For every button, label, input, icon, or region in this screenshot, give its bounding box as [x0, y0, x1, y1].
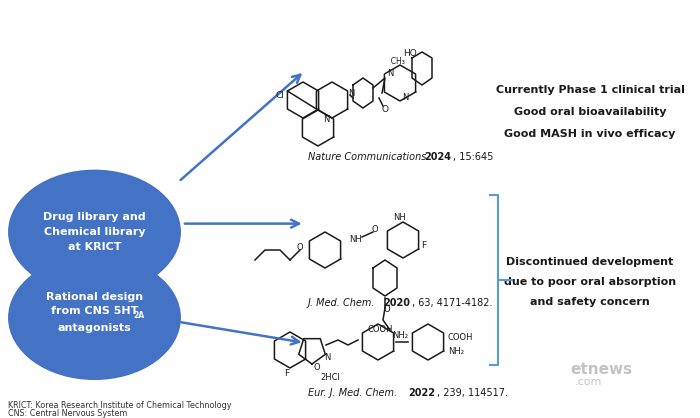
Text: , 15:645: , 15:645 — [453, 152, 494, 162]
Text: NH: NH — [393, 214, 407, 222]
Text: and safety concern: and safety concern — [530, 297, 650, 307]
Text: J. Med. Chem.: J. Med. Chem. — [308, 298, 379, 308]
Text: F: F — [421, 240, 426, 250]
Text: from CNS 5HT: from CNS 5HT — [51, 306, 138, 316]
Text: O: O — [382, 105, 388, 115]
Text: N: N — [348, 89, 354, 97]
Text: CNS: Central Nervous System: CNS: Central Nervous System — [8, 408, 127, 418]
Text: 2HCl: 2HCl — [320, 374, 340, 382]
Text: Drug library and: Drug library and — [43, 212, 146, 222]
Text: NH₂: NH₂ — [448, 347, 464, 357]
Text: Cl: Cl — [275, 91, 284, 99]
Text: COOH: COOH — [448, 332, 473, 342]
Text: at KRICT: at KRICT — [68, 242, 121, 252]
Text: O: O — [372, 225, 378, 234]
Text: 2024: 2024 — [424, 152, 451, 162]
Text: O: O — [314, 364, 321, 372]
Text: antagonists: antagonists — [57, 323, 132, 333]
Text: O: O — [384, 306, 391, 314]
Text: Good MASH in vivo efficacy: Good MASH in vivo efficacy — [504, 129, 676, 139]
Text: 2A: 2A — [133, 311, 144, 320]
Text: , 239, 114517.: , 239, 114517. — [437, 388, 508, 398]
Text: NH: NH — [349, 235, 361, 245]
Text: 2022: 2022 — [408, 388, 435, 398]
Text: Good oral bioavailability: Good oral bioavailability — [514, 107, 666, 117]
Text: due to poor oral absorption: due to poor oral absorption — [504, 277, 676, 287]
Text: COOH: COOH — [368, 326, 393, 334]
Text: N: N — [387, 69, 393, 77]
Text: 2020: 2020 — [383, 298, 410, 308]
Text: Rational design: Rational design — [46, 292, 143, 302]
Text: Currently Phase 1 clinical trial: Currently Phase 1 clinical trial — [496, 85, 685, 95]
Text: Chemical library: Chemical library — [43, 227, 146, 237]
Text: Nature Communications: Nature Communications — [308, 152, 430, 162]
Text: .com: .com — [575, 377, 603, 387]
Text: NH₂: NH₂ — [392, 331, 408, 341]
Text: Discontinued development: Discontinued development — [506, 257, 673, 267]
Text: N: N — [402, 94, 408, 102]
Ellipse shape — [8, 256, 181, 380]
Text: N: N — [323, 115, 329, 125]
Text: KRICT: Korea Research Institute of Chemical Technology: KRICT: Korea Research Institute of Chemi… — [8, 400, 232, 410]
Text: , 63, 4171-4182.: , 63, 4171-4182. — [412, 298, 493, 308]
Text: O: O — [297, 244, 303, 252]
Text: CH₃: CH₃ — [386, 56, 405, 66]
Text: HO: HO — [403, 48, 417, 58]
Ellipse shape — [8, 171, 181, 293]
Text: etnews: etnews — [570, 362, 632, 377]
Text: Eur. J. Med. Chem.: Eur. J. Med. Chem. — [308, 388, 400, 398]
Text: F: F — [284, 369, 290, 377]
Text: N: N — [324, 354, 330, 362]
